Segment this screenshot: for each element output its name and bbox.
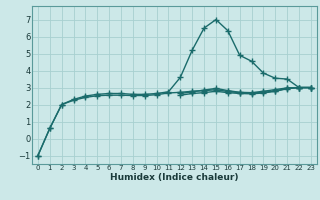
X-axis label: Humidex (Indice chaleur): Humidex (Indice chaleur) xyxy=(110,173,239,182)
